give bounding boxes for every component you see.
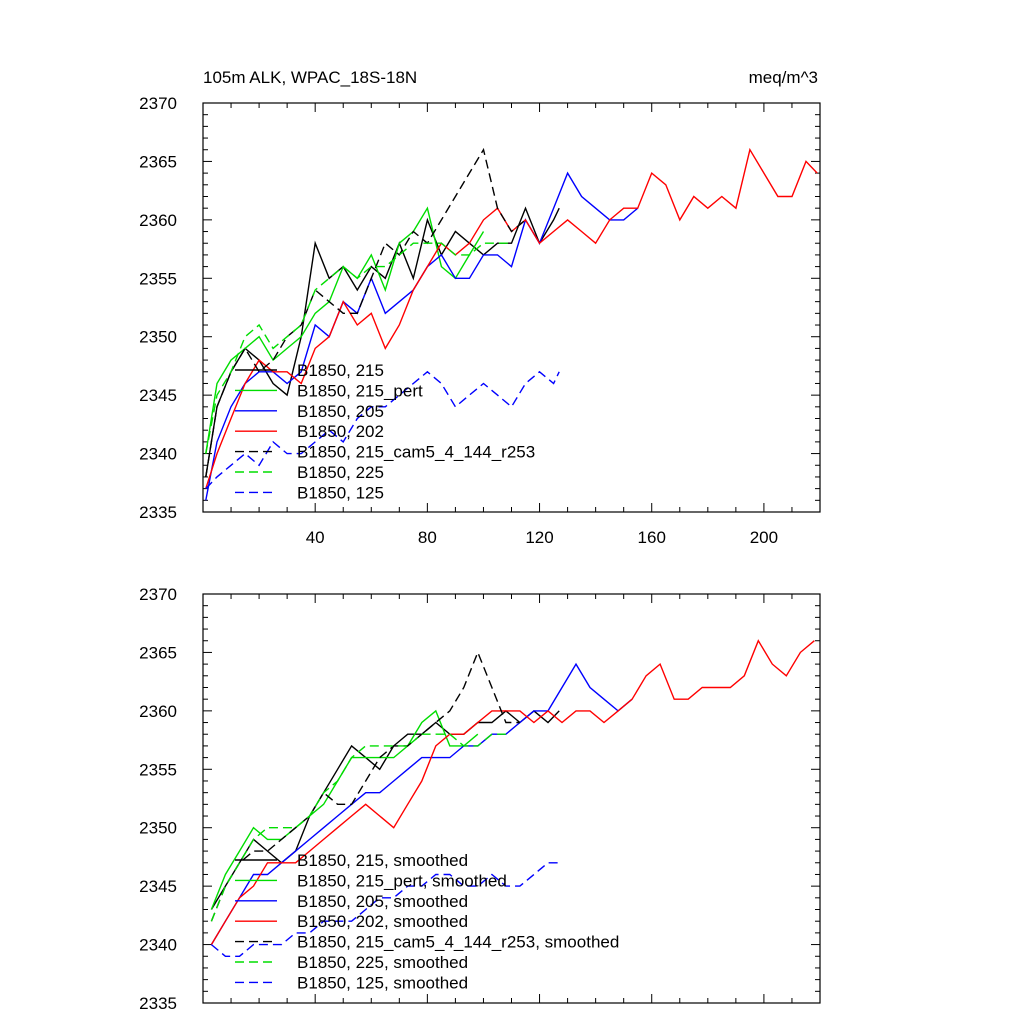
legend-label: B1850, 215: [297, 361, 384, 380]
x-tick-label: 160: [638, 528, 666, 547]
series-line-b1850-225: [205, 242, 512, 454]
legend-label: B1850, 215_pert: [297, 381, 423, 400]
legend-label: B1850, 225: [297, 463, 384, 482]
y-tick-label: 2335: [139, 503, 177, 522]
legend-label: B1850, 205, smoothed: [297, 892, 468, 911]
legend-label: B1850, 215, smoothed: [297, 851, 468, 870]
y-tick-label: 2335: [139, 994, 177, 1013]
y-tick-label: 2360: [139, 211, 177, 230]
series-line-b1850-125-smoothed: [210, 862, 560, 957]
y-tick-label: 2345: [139, 386, 177, 405]
y-tick-label: 2370: [139, 585, 177, 604]
series-line-b1850-225-smoothed: [210, 733, 506, 922]
y-tick-label: 2365: [139, 643, 177, 662]
x-tick-label: 80: [418, 528, 437, 547]
y-tick-label: 2350: [139, 328, 177, 347]
panel-1: 40 80 120 160 200 2335 2340 2345 2350 2355 2360 236…: [139, 68, 821, 547]
y-tick-label: 2355: [139, 760, 177, 779]
series-line-b1850-215-cam5-4-144-r253-smoothed: [210, 650, 520, 922]
legend-label: B1850, 215_pert, smoothed: [297, 871, 507, 890]
y-tick-label: 2340: [139, 445, 177, 464]
panel-2: 2335 2340 2345 2350 2355 2360 2365 2370 B1850, 2…: [139, 585, 821, 1013]
x-tick-label: 40: [306, 528, 325, 547]
y-tick-label: 2355: [139, 269, 177, 288]
chart-units: meq/m^3: [749, 68, 818, 87]
legend-label: B1850, 215_cam5_4_144_r253: [297, 443, 535, 462]
legend-label: B1850, 215_cam5_4_144_r253, smoothed: [297, 933, 619, 952]
y-tick-label: 2340: [139, 936, 177, 955]
legend-label: B1850, 202, smoothed: [297, 912, 468, 931]
series-line-b1850-215-cam5-4-144-r253: [205, 147, 526, 478]
y-tick-label: 2365: [139, 152, 177, 171]
legend-label: B1850, 205: [297, 402, 384, 421]
x-tick-label: 200: [750, 528, 778, 547]
legend-label: B1850, 125, smoothed: [297, 973, 468, 992]
legend-label: B1850, 125: [297, 483, 384, 502]
legend-label: B1850, 225, smoothed: [297, 953, 468, 972]
y-tick-label: 2345: [139, 877, 177, 896]
legend-label: B1850, 202: [297, 422, 384, 441]
series-line-b1850-125: [205, 370, 560, 490]
y-tick-label: 2350: [139, 819, 177, 838]
y-tick-label: 2360: [139, 702, 177, 721]
series-line-b1850-202-smoothed: [210, 639, 815, 945]
chart-title: 105m ALK, WPAC_18S-18N: [203, 68, 417, 87]
y-tick-label: 2370: [139, 94, 177, 113]
x-tick-label: 120: [525, 528, 553, 547]
